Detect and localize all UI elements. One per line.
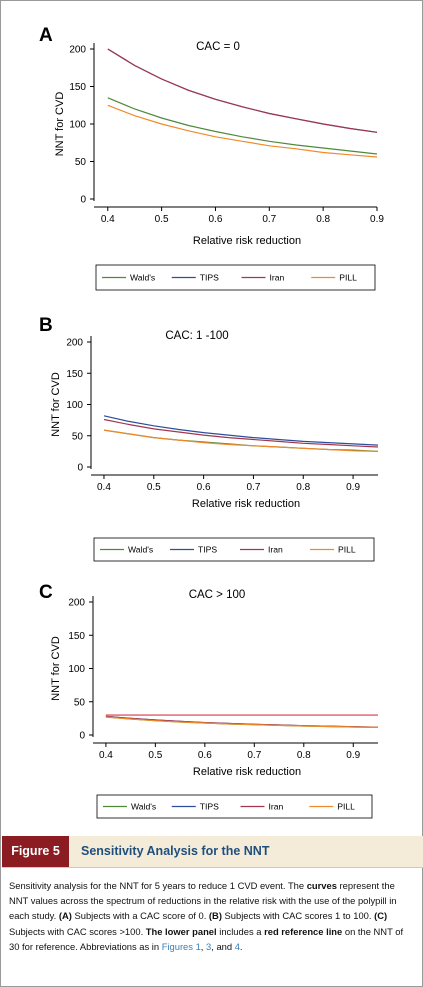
panel-c-x-tick-label: 0.7	[247, 750, 261, 761]
panel-c-y-tick-label: 50	[74, 697, 86, 708]
panel-a-legend-label: Wald's	[130, 273, 155, 283]
caption-bold: The lower panel	[145, 925, 217, 937]
caption-text: Subjects with CAC scores 1 to 100.	[221, 910, 375, 922]
panel-b-legend-label: TIPS	[198, 545, 217, 555]
panel-a-letter: A	[39, 25, 53, 46]
panel-b-legend-label: PILL	[338, 545, 356, 555]
panel-c-x-tick-label: 0.8	[297, 750, 311, 761]
panel-a-title: CAC = 0	[196, 41, 240, 53]
panel-c-series-pill	[105, 716, 379, 728]
caption-text: Subjects with CAC scores >100.	[9, 925, 146, 937]
panel-b-x-tick-label: 0.4	[97, 482, 111, 493]
figure-link[interactable]: 4	[234, 940, 240, 952]
panel-b-x-tick-label: 0.5	[147, 482, 161, 493]
caption-text: includes a	[216, 925, 265, 937]
panel-b-x-axis-label: Relative risk reduction	[192, 498, 300, 510]
panel-c-letter: C	[39, 582, 53, 603]
figure-charts: A CAC = 0 0 50 100 150 200 0.4 0.5 0.6 0.7 0.8 0.9 NN…	[39, 25, 384, 819]
panel-b-series-iran	[103, 418, 379, 448]
panel-c-y-tick-label: 0	[79, 731, 85, 742]
caption-text: represent the NNT values across the spec…	[9, 880, 397, 922]
panel-c-x-tick-label: 0.4	[99, 750, 113, 761]
panel-b-legend-label: Iran	[268, 545, 283, 555]
panel-a-x-tick-label: 0.4	[101, 214, 115, 225]
panel-a-y-tick-label: 50	[75, 157, 87, 168]
panel-b-y-tick-label: 100	[66, 400, 83, 411]
panel-a-y-tick-label: 100	[69, 120, 86, 131]
panel-b-y-tick-label: 200	[66, 338, 83, 349]
figure-caption: Sensitivity analysis for the NNT for 5 y…	[9, 878, 415, 954]
panel-a-y-tick-label: 150	[69, 82, 86, 93]
panel-c-y-tick-label: 100	[68, 664, 85, 675]
panel-a-x-tick-label: 0.7	[262, 214, 276, 225]
panel-a-legend-label: PILL	[339, 273, 357, 283]
panel-a-y-tick-label: 0	[80, 195, 86, 206]
panel-a-series-walds	[107, 97, 378, 155]
caption-bold: (A)	[58, 910, 72, 922]
panel-c-legend-label: Wald's	[131, 802, 156, 812]
caption-text: ,	[200, 940, 207, 952]
panel-c-legend	[96, 794, 373, 819]
panel-a-x-tick-label: 0.9	[370, 214, 384, 225]
figure-title-bar: Figure 5 Sensitivity Analysis for the NN…	[2, 836, 423, 868]
panel-b-x-tick-label: 0.7	[246, 482, 260, 493]
panel-b-x-tick-label: 0.8	[296, 482, 310, 493]
panel-b-series-pill	[103, 429, 379, 452]
panel-b-series-tips	[103, 415, 379, 446]
panel-b-x-tick-label: 0.6	[197, 482, 211, 493]
panel-c-legend-label: TIPS	[200, 802, 219, 812]
panel-c-x-tick-label: 0.6	[198, 750, 212, 761]
panel-c-y-tick-label: 200	[68, 598, 85, 609]
panel-b-title: CAC: 1 -100	[165, 330, 228, 342]
panel-a-legend-label: Iran	[270, 273, 285, 283]
panel-a-y-axis-label: NNT for CVD	[54, 92, 66, 157]
panel-a-x-tick-label: 0.6	[209, 214, 223, 225]
panel-c-x-tick-label: 0.9	[346, 750, 360, 761]
panel-b-legend	[93, 537, 375, 562]
panel-a-series-iran	[107, 48, 378, 133]
caption-bold: (C)	[374, 910, 388, 922]
panel-b-series-walds	[103, 429, 379, 452]
panel-c-series-tips	[105, 715, 379, 728]
caption-text: Subjects with a CAC score of 0.	[71, 910, 209, 922]
panel-c-x-tick-label: 0.5	[148, 750, 162, 761]
panel-c-series-iran	[105, 715, 379, 728]
caption-text: .	[239, 940, 243, 952]
panel-b-legend-label: Wald's	[128, 545, 153, 555]
panel-c-legend-label: Iran	[269, 802, 284, 812]
panel-a-x-tick-label: 0.8	[316, 214, 330, 225]
caption-bold: (B)	[208, 910, 222, 922]
panel-b-y-axis-label: NNT for CVD	[50, 372, 62, 437]
panel-b-y-tick-label: 150	[66, 369, 83, 380]
figure-label: Figure 5	[2, 836, 69, 867]
panel-c-legend-label: PILL	[337, 802, 355, 812]
panel-a-legend-label: TIPS	[200, 273, 219, 283]
caption-text: , and	[211, 940, 235, 952]
panel-c-title: CAC > 100	[189, 589, 246, 601]
panel-a-x-axis-label: Relative risk reduction	[193, 235, 301, 247]
panel-a-y-tick-label: 200	[69, 45, 86, 56]
panel-c-x-axis-label: Relative risk reduction	[193, 766, 301, 778]
panel-b-y-tick-label: 50	[72, 431, 84, 442]
caption-bold: red reference line	[264, 925, 343, 937]
figure-title: Sensitivity Analysis for the NNT	[81, 844, 270, 858]
caption-text: Sensitivity analysis for the NNT for 5 y…	[9, 880, 307, 891]
panel-b-y-tick-label: 0	[77, 463, 83, 474]
panel-b-x-tick-label: 0.9	[346, 482, 360, 493]
panel-c-y-tick-label: 150	[68, 631, 85, 642]
figure-link[interactable]: 3	[206, 940, 212, 952]
panel-a-x-tick-label: 0.5	[155, 214, 169, 225]
panel-c-y-axis-label: NNT for CVD	[50, 636, 62, 701]
caption-text: on the NNT of 30 for reference. Abbrevia…	[9, 925, 404, 952]
panel-a-series-pill	[107, 104, 378, 158]
caption-bold: curves	[306, 880, 337, 891]
figure-link[interactable]: Figures 1	[161, 940, 201, 952]
panel-b-letter: B	[39, 315, 53, 336]
